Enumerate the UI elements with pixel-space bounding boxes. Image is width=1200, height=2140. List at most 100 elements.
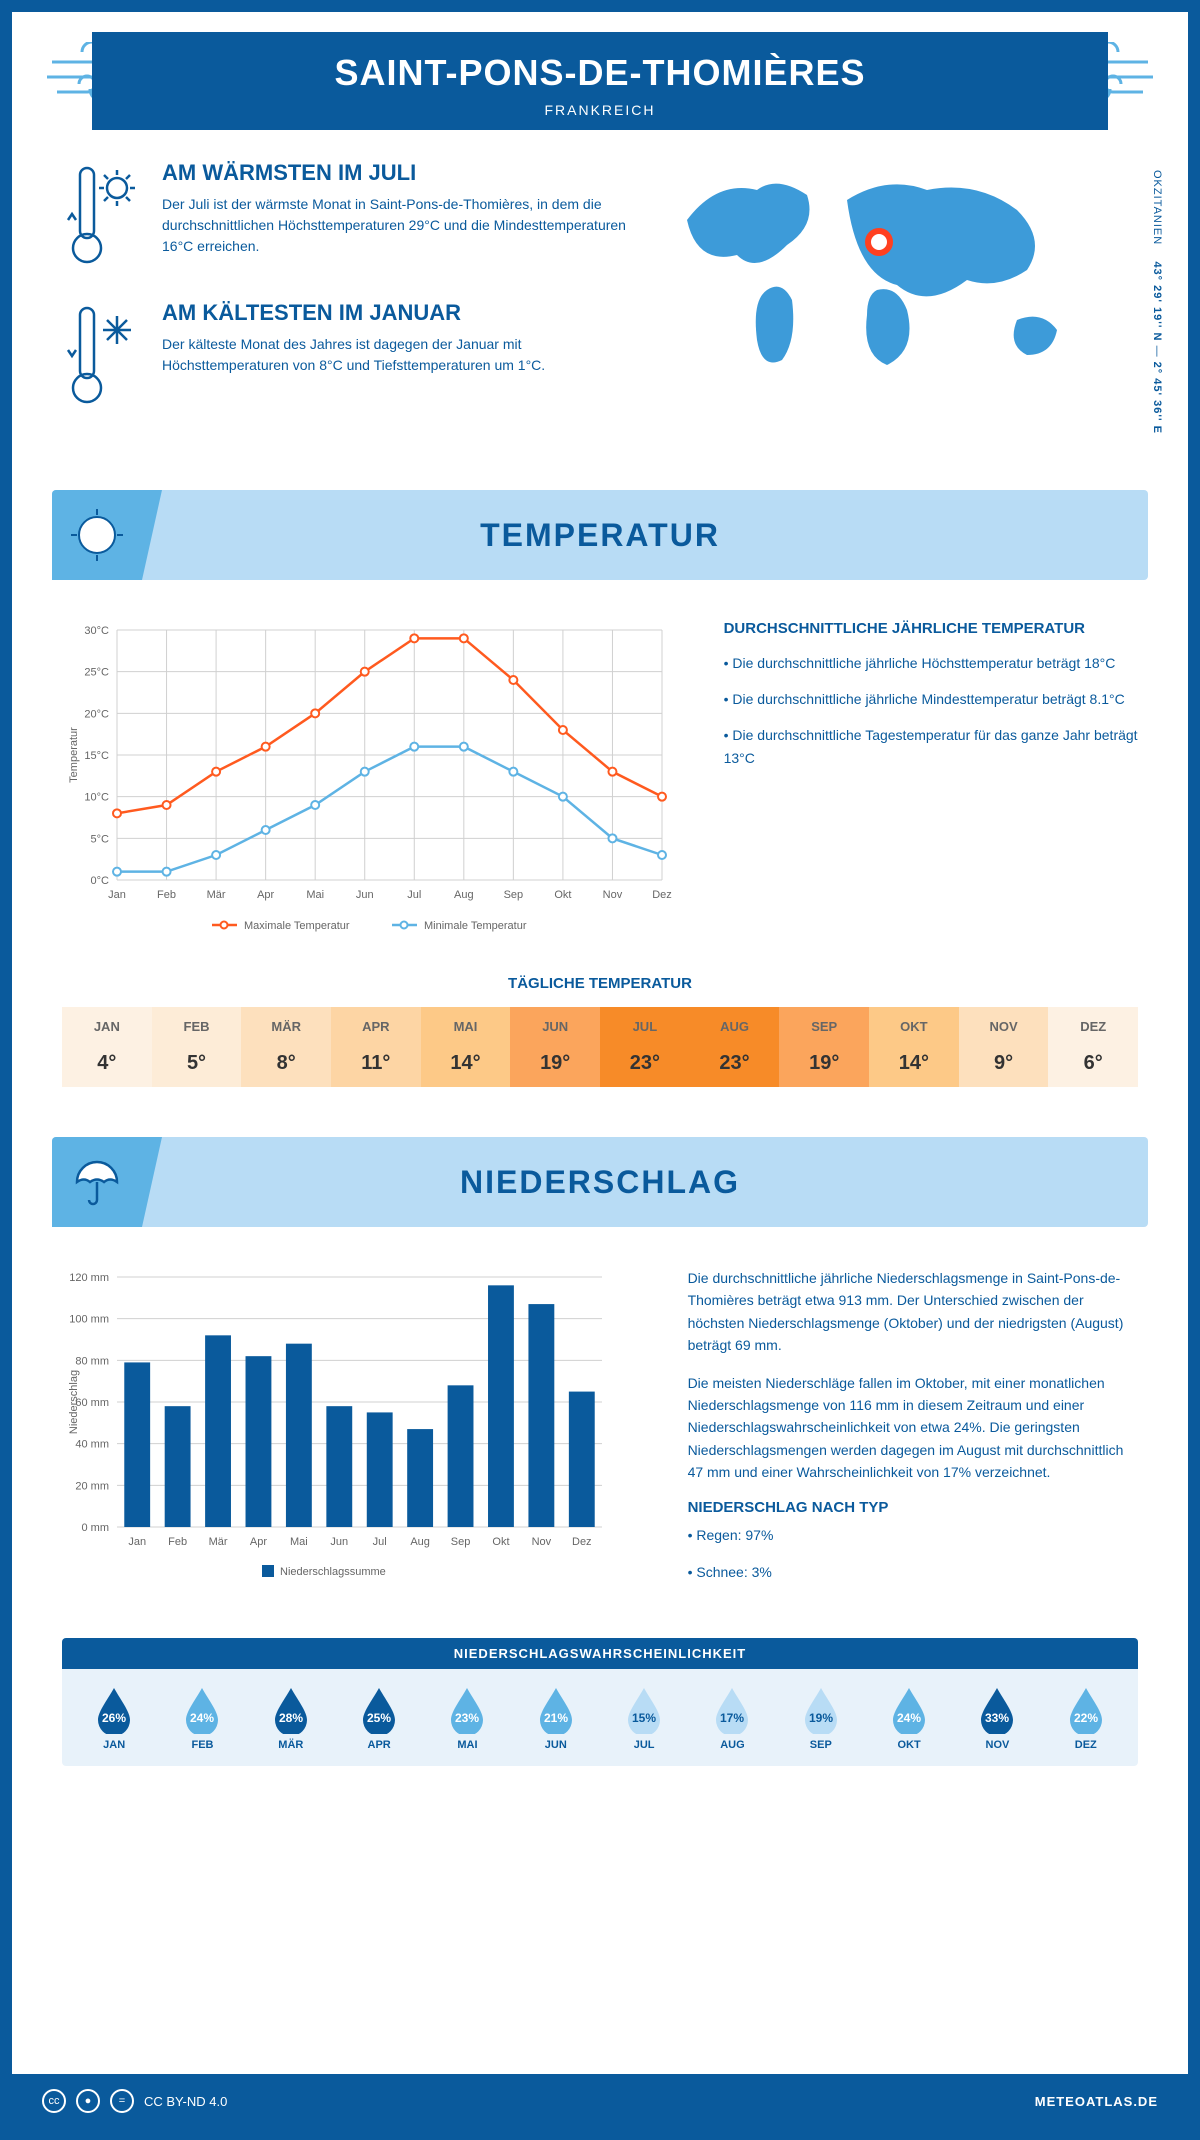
svg-text:15°C: 15°C: [84, 750, 109, 762]
svg-text:Dez: Dez: [652, 889, 672, 901]
svg-text:19%: 19%: [809, 1711, 833, 1725]
svg-text:Jul: Jul: [407, 889, 421, 901]
prob-cell: 28%MÄR: [247, 1684, 335, 1751]
svg-text:Okt: Okt: [492, 1536, 509, 1548]
header: SAINT-PONS-DE-THOMIÈRES FRANKREICH: [92, 32, 1108, 130]
svg-text:Mär: Mär: [207, 889, 226, 901]
temp-cell: JAN4°: [62, 1007, 152, 1087]
temp-cell: APR11°: [331, 1007, 421, 1087]
infographic-frame: SAINT-PONS-DE-THOMIÈRES FRANKREICH AM WÄ…: [0, 0, 1200, 2140]
svg-text:Jan: Jan: [108, 889, 126, 901]
svg-text:20°C: 20°C: [84, 708, 109, 720]
svg-text:17%: 17%: [720, 1711, 744, 1725]
svg-text:26%: 26%: [102, 1711, 126, 1725]
temp-cell: FEB5°: [152, 1007, 242, 1087]
warm-text: Der Juli ist der wärmste Monat in Saint-…: [162, 194, 627, 257]
thermometer-cold-icon: [62, 300, 142, 415]
nd-icon: =: [110, 2089, 134, 2113]
prob-cell: 26%JAN: [70, 1684, 158, 1751]
svg-text:30°C: 30°C: [84, 625, 109, 637]
temp-cell: JUL23°: [600, 1007, 690, 1087]
brand: METEOATLAS.DE: [1035, 2094, 1158, 2109]
svg-text:28%: 28%: [279, 1711, 303, 1725]
svg-text:25%: 25%: [367, 1711, 391, 1725]
svg-text:Sep: Sep: [451, 1536, 471, 1548]
footer: cc ● = CC BY-ND 4.0 METEOATLAS.DE: [12, 2074, 1188, 2128]
subtitle: FRANKREICH: [92, 102, 1108, 118]
svg-text:Jun: Jun: [356, 889, 374, 901]
daily-temp-table: TÄGLICHE TEMPERATUR JAN4°FEB5°MÄR8°APR11…: [12, 965, 1188, 1117]
umbrella-icon: [52, 1137, 142, 1227]
license-text: CC BY-ND 4.0: [144, 2094, 227, 2109]
svg-text:80 mm: 80 mm: [75, 1355, 109, 1367]
svg-text:Mai: Mai: [290, 1536, 308, 1548]
temp-cell: NOV9°: [959, 1007, 1049, 1087]
svg-text:Feb: Feb: [157, 889, 176, 901]
svg-text:Dez: Dez: [572, 1536, 592, 1548]
cold-title: AM KÄLTESTEN IM JANUAR: [162, 300, 627, 326]
svg-text:Nov: Nov: [603, 889, 623, 901]
svg-text:Jul: Jul: [373, 1536, 387, 1548]
svg-text:Aug: Aug: [454, 889, 474, 901]
temp-cell: DEZ6°: [1048, 1007, 1138, 1087]
svg-text:24%: 24%: [190, 1711, 214, 1725]
cold-block: AM KÄLTESTEN IM JANUAR Der kälteste Mona…: [62, 300, 627, 415]
svg-text:24%: 24%: [897, 1711, 921, 1725]
thermometer-hot-icon: [62, 160, 142, 275]
precipitation-bar-chart: 0 mm 20 mm 40 mm 60 mm 80 mm 100 mm 120 mm Jan F…: [62, 1267, 648, 1598]
svg-text:Nov: Nov: [532, 1536, 552, 1548]
svg-text:23%: 23%: [455, 1711, 479, 1725]
svg-text:60 mm: 60 mm: [75, 1397, 109, 1409]
temperature-line-chart: 0°C 5°C 10°C 15°C 20°C 25°C 30°C Jan Feb Mär Apr Ma…: [62, 620, 684, 945]
sun-icon: [52, 490, 142, 580]
svg-text:5°C: 5°C: [91, 833, 110, 845]
prob-cell: 23%MAI: [423, 1684, 511, 1751]
svg-text:0 mm: 0 mm: [82, 1522, 110, 1534]
temp-heading: TEMPERATUR: [480, 517, 720, 554]
temp-cell: OKT14°: [869, 1007, 959, 1087]
svg-text:Mär: Mär: [209, 1536, 228, 1548]
svg-text:Jun: Jun: [330, 1536, 348, 1548]
temp-summary: DURCHSCHNITTLICHE JÄHRLICHE TEMPERATUR •…: [724, 620, 1138, 945]
temp-cell: JUN19°: [510, 1007, 600, 1087]
svg-text:Sep: Sep: [504, 889, 524, 901]
svg-text:Niederschlag: Niederschlag: [68, 1370, 80, 1434]
svg-text:0°C: 0°C: [91, 875, 110, 887]
precip-probability: NIEDERSCHLAGSWAHRSCHEINLICHKEIT 26%JAN24…: [62, 1638, 1138, 1766]
cold-text: Der kälteste Monat des Jahres ist dagege…: [162, 334, 627, 376]
svg-text:120 mm: 120 mm: [69, 1272, 109, 1284]
svg-text:Minimale Temperatur: Minimale Temperatur: [424, 920, 527, 932]
prob-cell: 24%FEB: [158, 1684, 246, 1751]
svg-text:33%: 33%: [985, 1711, 1009, 1725]
svg-text:Aug: Aug: [410, 1536, 430, 1548]
svg-text:Feb: Feb: [168, 1536, 187, 1548]
temp-cell: MAI14°: [421, 1007, 511, 1087]
prob-cell: 25%APR: [335, 1684, 423, 1751]
svg-text:Temperatur: Temperatur: [68, 727, 80, 783]
svg-text:Mai: Mai: [306, 889, 324, 901]
svg-text:15%: 15%: [632, 1711, 656, 1725]
warm-title: AM WÄRMSTEN IM JULI: [162, 160, 627, 186]
svg-text:10°C: 10°C: [84, 792, 109, 804]
svg-text:Jan: Jan: [128, 1536, 146, 1548]
prob-cell: 17%AUG: [688, 1684, 776, 1751]
precip-heading: NIEDERSCHLAG: [460, 1164, 740, 1201]
precip-banner: NIEDERSCHLAG: [52, 1137, 1148, 1227]
svg-text:20 mm: 20 mm: [75, 1480, 109, 1492]
svg-text:Apr: Apr: [257, 889, 274, 901]
temp-cell: AUG23°: [690, 1007, 780, 1087]
svg-text:25°C: 25°C: [84, 667, 109, 679]
temp-banner: TEMPERATUR: [52, 490, 1148, 580]
svg-text:21%: 21%: [544, 1711, 568, 1725]
svg-text:100 mm: 100 mm: [69, 1314, 109, 1326]
prob-cell: 22%DEZ: [1042, 1684, 1130, 1751]
svg-text:Maximale Temperatur: Maximale Temperatur: [244, 920, 350, 932]
warm-block: AM WÄRMSTEN IM JULI Der Juli ist der wär…: [62, 160, 627, 275]
svg-text:Apr: Apr: [250, 1536, 267, 1548]
prob-cell: 21%JUN: [512, 1684, 600, 1751]
temp-cell: MÄR8°: [241, 1007, 331, 1087]
prob-cell: 15%JUL: [600, 1684, 688, 1751]
svg-text:40 mm: 40 mm: [75, 1439, 109, 1451]
title: SAINT-PONS-DE-THOMIÈRES: [92, 52, 1108, 94]
prob-cell: 33%NOV: [953, 1684, 1041, 1751]
